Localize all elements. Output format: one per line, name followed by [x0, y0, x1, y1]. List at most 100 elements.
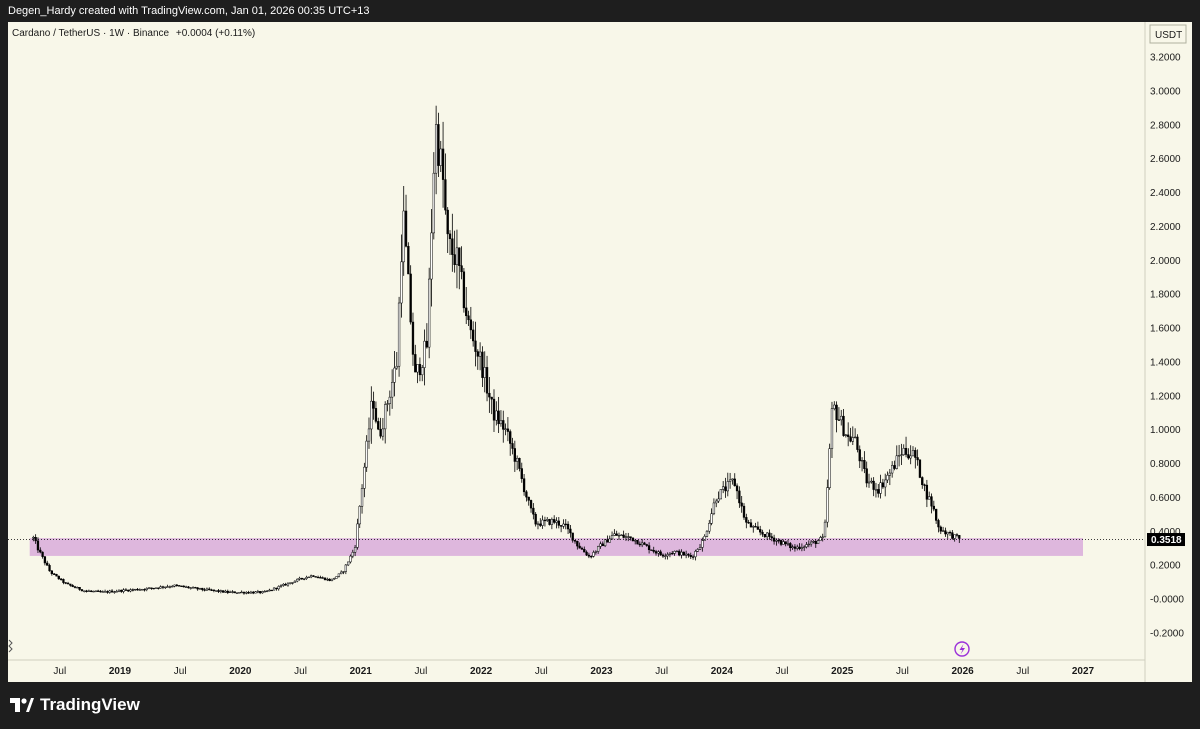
candle-body: [184, 586, 188, 588]
scale-marker-icon[interactable]: [8, 639, 13, 653]
candle-body: [57, 575, 60, 580]
y-tick-label: 0.4000: [1150, 527, 1181, 538]
candle-body: [103, 591, 107, 593]
candle-body: [474, 340, 477, 352]
candle-body: [314, 576, 317, 578]
candle-body: [85, 590, 88, 592]
candle-body: [344, 564, 347, 572]
candle-body: [342, 571, 345, 573]
candle-body: [254, 591, 257, 594]
candle-body: [497, 410, 500, 425]
candle-body: [661, 554, 665, 557]
candle-body: [650, 549, 653, 551]
candle-body: [617, 535, 621, 537]
candle-body: [326, 578, 329, 581]
x-tick-label: 2020: [229, 666, 252, 677]
candle-body: [365, 440, 368, 468]
candle-body: [779, 540, 783, 545]
chart-pane[interactable]: [8, 22, 1192, 682]
candle-body: [208, 588, 211, 591]
candle-body: [212, 589, 216, 591]
candle-body: [263, 590, 266, 593]
candle-body: [592, 552, 595, 557]
candle-body: [367, 428, 371, 442]
candle-body: [914, 450, 917, 458]
candle-body: [652, 550, 655, 552]
tradingview-brand[interactable]: TradingView: [10, 694, 140, 716]
candle-body: [66, 582, 70, 585]
replay-flash-icon[interactable]: [954, 641, 970, 657]
candle-body: [400, 261, 403, 304]
candle-body: [671, 552, 674, 555]
candle-body: [316, 576, 320, 579]
x-tick-label: Jul: [535, 666, 548, 677]
candle-body: [127, 589, 130, 592]
candle-body: [925, 484, 929, 500]
candle-body: [541, 519, 544, 526]
candle-body: [340, 571, 343, 575]
candle-body: [805, 544, 808, 548]
candle-body: [763, 533, 766, 538]
candle-body: [603, 539, 607, 547]
candle-body: [439, 148, 442, 166]
candle-body: [451, 238, 454, 255]
candle-body: [402, 210, 405, 263]
candle-body: [92, 590, 95, 593]
candle-body: [733, 478, 736, 487]
candle-body: [145, 587, 148, 590]
candle-body: [731, 478, 734, 481]
candle-body: [833, 404, 836, 409]
candle-body: [240, 591, 243, 594]
candle-body: [201, 587, 204, 590]
candle-body: [761, 531, 764, 535]
candle-body: [939, 526, 942, 532]
candle-body: [946, 531, 949, 535]
candle-body: [527, 496, 530, 501]
x-tick-label: 2024: [711, 666, 734, 677]
candle-body: [458, 247, 461, 266]
candle-body: [219, 590, 222, 592]
candle-body: [907, 454, 910, 459]
candle-body: [265, 590, 269, 593]
candle-body: [303, 578, 306, 580]
candle-body: [388, 396, 391, 404]
candle-body: [724, 486, 727, 492]
candle-body: [59, 578, 63, 580]
candle-body: [62, 579, 65, 583]
candle-body: [284, 584, 287, 586]
candle-body: [483, 367, 486, 378]
candle-body: [879, 482, 882, 494]
candle-body: [668, 552, 672, 555]
candle-body: [680, 551, 683, 556]
candle-body: [259, 591, 262, 594]
candle-body: [580, 547, 584, 550]
candle-body: [421, 367, 424, 376]
candle-body: [921, 477, 924, 486]
candle-body: [446, 209, 449, 235]
candle-body: [377, 421, 380, 430]
candle-body: [689, 555, 692, 557]
candle-body: [434, 124, 438, 174]
candle-body: [719, 489, 723, 500]
candle-body: [698, 547, 702, 550]
candle-body: [856, 436, 859, 450]
candle-body: [608, 538, 611, 543]
candle-body: [113, 591, 116, 593]
candle-body: [659, 551, 662, 556]
candle-body: [270, 589, 273, 592]
candle-body: [448, 233, 452, 240]
candle-body: [932, 505, 935, 510]
support-zone[interactable]: [29, 538, 1083, 556]
candle-body: [319, 577, 322, 579]
candle-body: [518, 457, 521, 469]
candle-body: [124, 589, 128, 591]
candle-body: [48, 565, 51, 572]
x-tick-label: 2021: [350, 666, 373, 677]
candle-body: [525, 491, 528, 498]
candle-body: [784, 541, 787, 545]
candle-body: [465, 307, 468, 317]
candle-body: [356, 523, 359, 548]
candle-body: [782, 541, 785, 545]
candle-body: [191, 587, 195, 589]
